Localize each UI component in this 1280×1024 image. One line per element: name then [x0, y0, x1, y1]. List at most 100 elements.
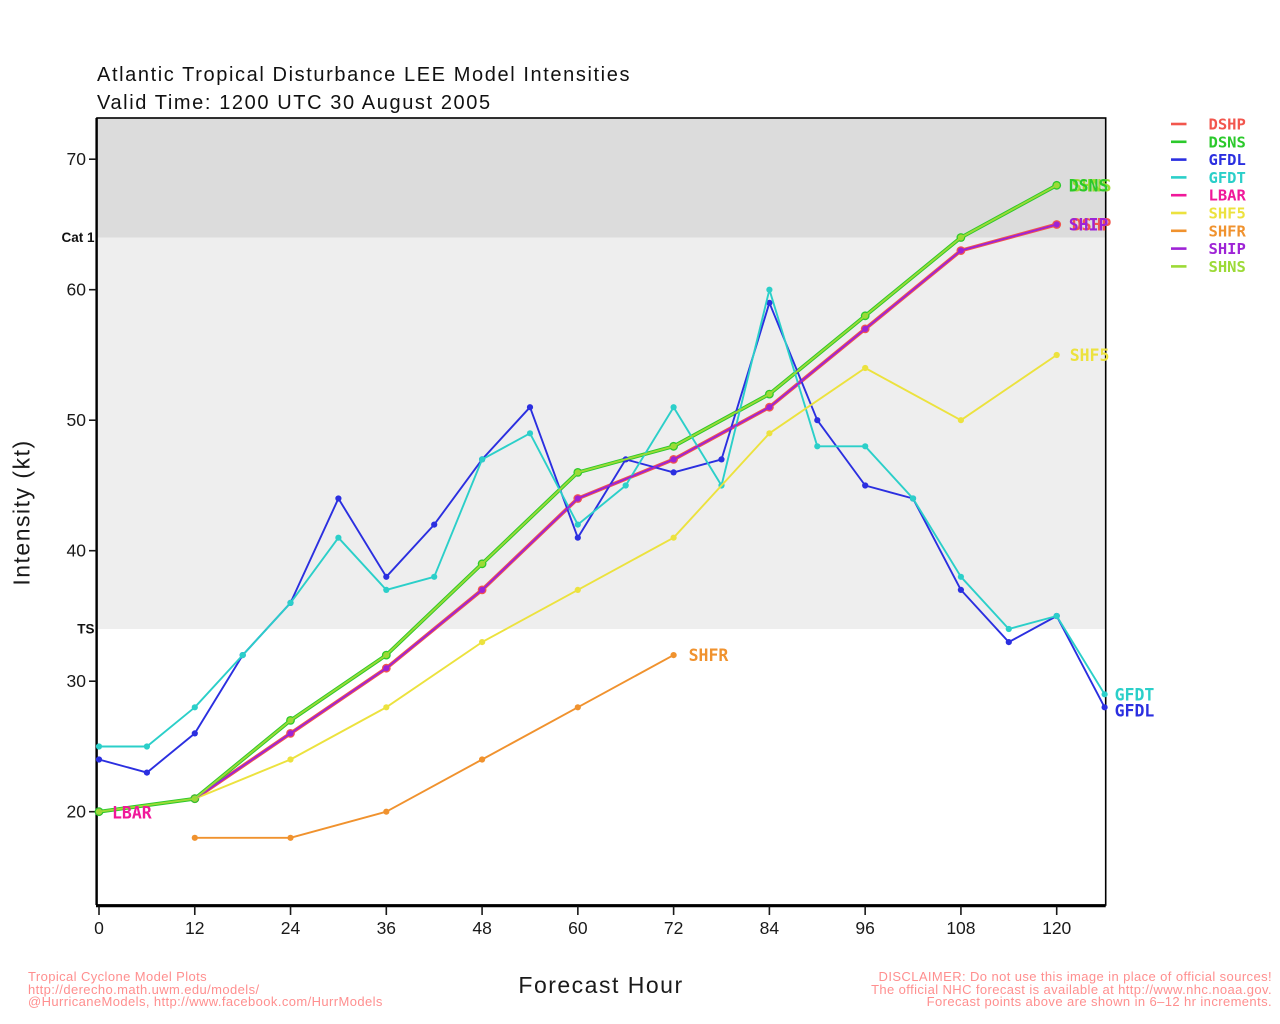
line-label-dshp: DSHP	[1072, 215, 1112, 234]
y-tick-label: 50	[67, 410, 87, 430]
series-GFDT-point	[862, 443, 869, 450]
threshold-label-ts: TS	[77, 622, 94, 637]
series-SHIP-point	[287, 730, 294, 737]
x-tick-label: 24	[281, 918, 301, 938]
series-GFDL-point	[718, 456, 725, 463]
series-SHIP-point	[670, 456, 677, 463]
legend-label-shns: SHNS	[1209, 258, 1246, 276]
chart-valid-time: Valid Time: 1200 UTC 30 August 2005	[97, 92, 492, 114]
series-GFDL-point	[143, 769, 150, 776]
series-SHFR-point	[191, 834, 198, 841]
series-SHNS-point	[95, 808, 103, 815]
series-SHFR-point	[383, 808, 390, 815]
series-SHF5-point	[383, 704, 390, 711]
disclaimer-line-3: Forecast points above are shown in 6–12 …	[926, 994, 1272, 1009]
disclaimer-line-2: The official NHC forecast is available a…	[871, 981, 1272, 997]
legend-label-dsns: DSNS	[1209, 133, 1246, 151]
series-SHIP-point	[479, 586, 486, 594]
series-GFDL-point	[526, 404, 534, 411]
series-SHFR-point	[670, 652, 677, 659]
series-SHNS-point	[670, 443, 677, 450]
line-label-shfr: SHFR	[689, 646, 729, 665]
series-GFDT-point	[1053, 612, 1060, 620]
series-SHF5-point	[670, 534, 677, 541]
series-GFDT-point	[1005, 625, 1012, 633]
series-GFDL-point	[957, 586, 965, 594]
band-ts	[97, 237, 1106, 629]
series-SHNS-point	[862, 312, 869, 319]
credit-line-1: Tropical Cyclone Model Plots	[28, 969, 208, 984]
series-GFDT-point	[622, 482, 629, 489]
legend-label-ship: SHIP	[1209, 240, 1246, 258]
series-SHF5-point	[957, 417, 965, 424]
chart-title-block: Atlantic Tropical Disturbance LEE Model …	[97, 61, 631, 117]
series-GFDL-point	[1101, 704, 1108, 711]
legend-label-shf5: SHF5	[1209, 205, 1246, 223]
credit-line-3: @HurricaneModels, http://www.facebook.co…	[28, 994, 383, 1009]
chart-title: Atlantic Tropical Disturbance LEE Model …	[97, 64, 632, 86]
series-GFDT-point	[909, 495, 917, 502]
series-GFDT-point	[1101, 691, 1108, 698]
y-tick-label: 70	[67, 149, 87, 169]
series-GFDT-point	[335, 534, 342, 541]
series-SHF5-point	[862, 364, 869, 372]
series-SHIP-line	[193, 223, 1058, 800]
series-GFDT-point	[479, 456, 486, 463]
series-GFDT-point	[383, 586, 390, 594]
series-GFDT-point	[431, 573, 438, 580]
series-SHNS-point	[574, 469, 581, 476]
y-tick-label: 20	[67, 802, 87, 822]
series-GFDL-point	[766, 299, 773, 306]
series-GFDT-point	[287, 599, 294, 607]
series-SHNS-point	[191, 795, 198, 802]
series-GFDL-point	[383, 573, 390, 580]
legend-label-gfdl: GFDL	[1209, 151, 1246, 169]
series-GFDT-line	[98, 288, 1106, 748]
band-cat-1	[97, 118, 1106, 238]
x-tick-label: 120	[1042, 918, 1071, 938]
series-GFDL-point	[335, 495, 342, 502]
series-GFDL-point	[670, 469, 677, 476]
x-tick-label: 36	[377, 918, 396, 938]
series-SHNS-point	[383, 652, 390, 659]
x-tick-label: 60	[568, 918, 588, 938]
series-SHIP-point	[574, 495, 581, 502]
x-tick-label: 48	[472, 918, 491, 938]
series-GFDL-point	[574, 534, 581, 541]
series-SHIP-point	[766, 404, 773, 411]
line-label-dsns: DSNS	[1069, 176, 1109, 195]
x-tick-label: 0	[94, 918, 104, 938]
y-tick-label: 60	[67, 280, 87, 300]
legend-label-gfdt: GFDT	[1209, 169, 1246, 187]
series-SHF5-point	[287, 756, 294, 763]
credit-line-2: http://derecho.math.uwm.edu/models/	[28, 981, 260, 997]
y-tick-label: 30	[67, 671, 87, 691]
series-SHNS-point	[287, 717, 294, 724]
series-GFDL-point	[862, 482, 869, 489]
x-tick-label: 12	[185, 918, 204, 938]
series-SHIP-point	[957, 247, 965, 254]
series-SHIP-point	[862, 325, 869, 332]
series-GFDT-point	[526, 430, 534, 437]
x-tick-label: 84	[760, 918, 780, 938]
series-SHNS-point	[957, 234, 965, 241]
series-GFDT-point	[574, 521, 581, 528]
credit-text: Tropical Cyclone Model Plots http://derec…	[28, 969, 383, 1009]
disclaimer-line-1: DISCLAIMER: Do not use this image in pla…	[878, 969, 1272, 984]
series-GFDL-point	[814, 417, 821, 424]
x-axis-label: Forecast Hour	[518, 972, 684, 998]
series-SHNS-point	[479, 560, 486, 567]
series-SHF5-line	[193, 354, 1058, 800]
series-GFDL-point	[1005, 639, 1012, 646]
series-SHFR-point	[287, 834, 294, 841]
series-SHIP-point	[1053, 221, 1060, 228]
series-GFDL-point	[191, 730, 198, 737]
disclaimer-text: DISCLAIMER: Do not use this image in pla…	[871, 969, 1272, 1009]
line-label-shns: SHNS	[1072, 176, 1112, 195]
line-label-gfdl: GFDL	[1115, 701, 1155, 720]
x-tick-label: 72	[664, 918, 683, 938]
series-SHIP-point	[383, 665, 390, 672]
series-SHF5-point	[766, 430, 773, 437]
